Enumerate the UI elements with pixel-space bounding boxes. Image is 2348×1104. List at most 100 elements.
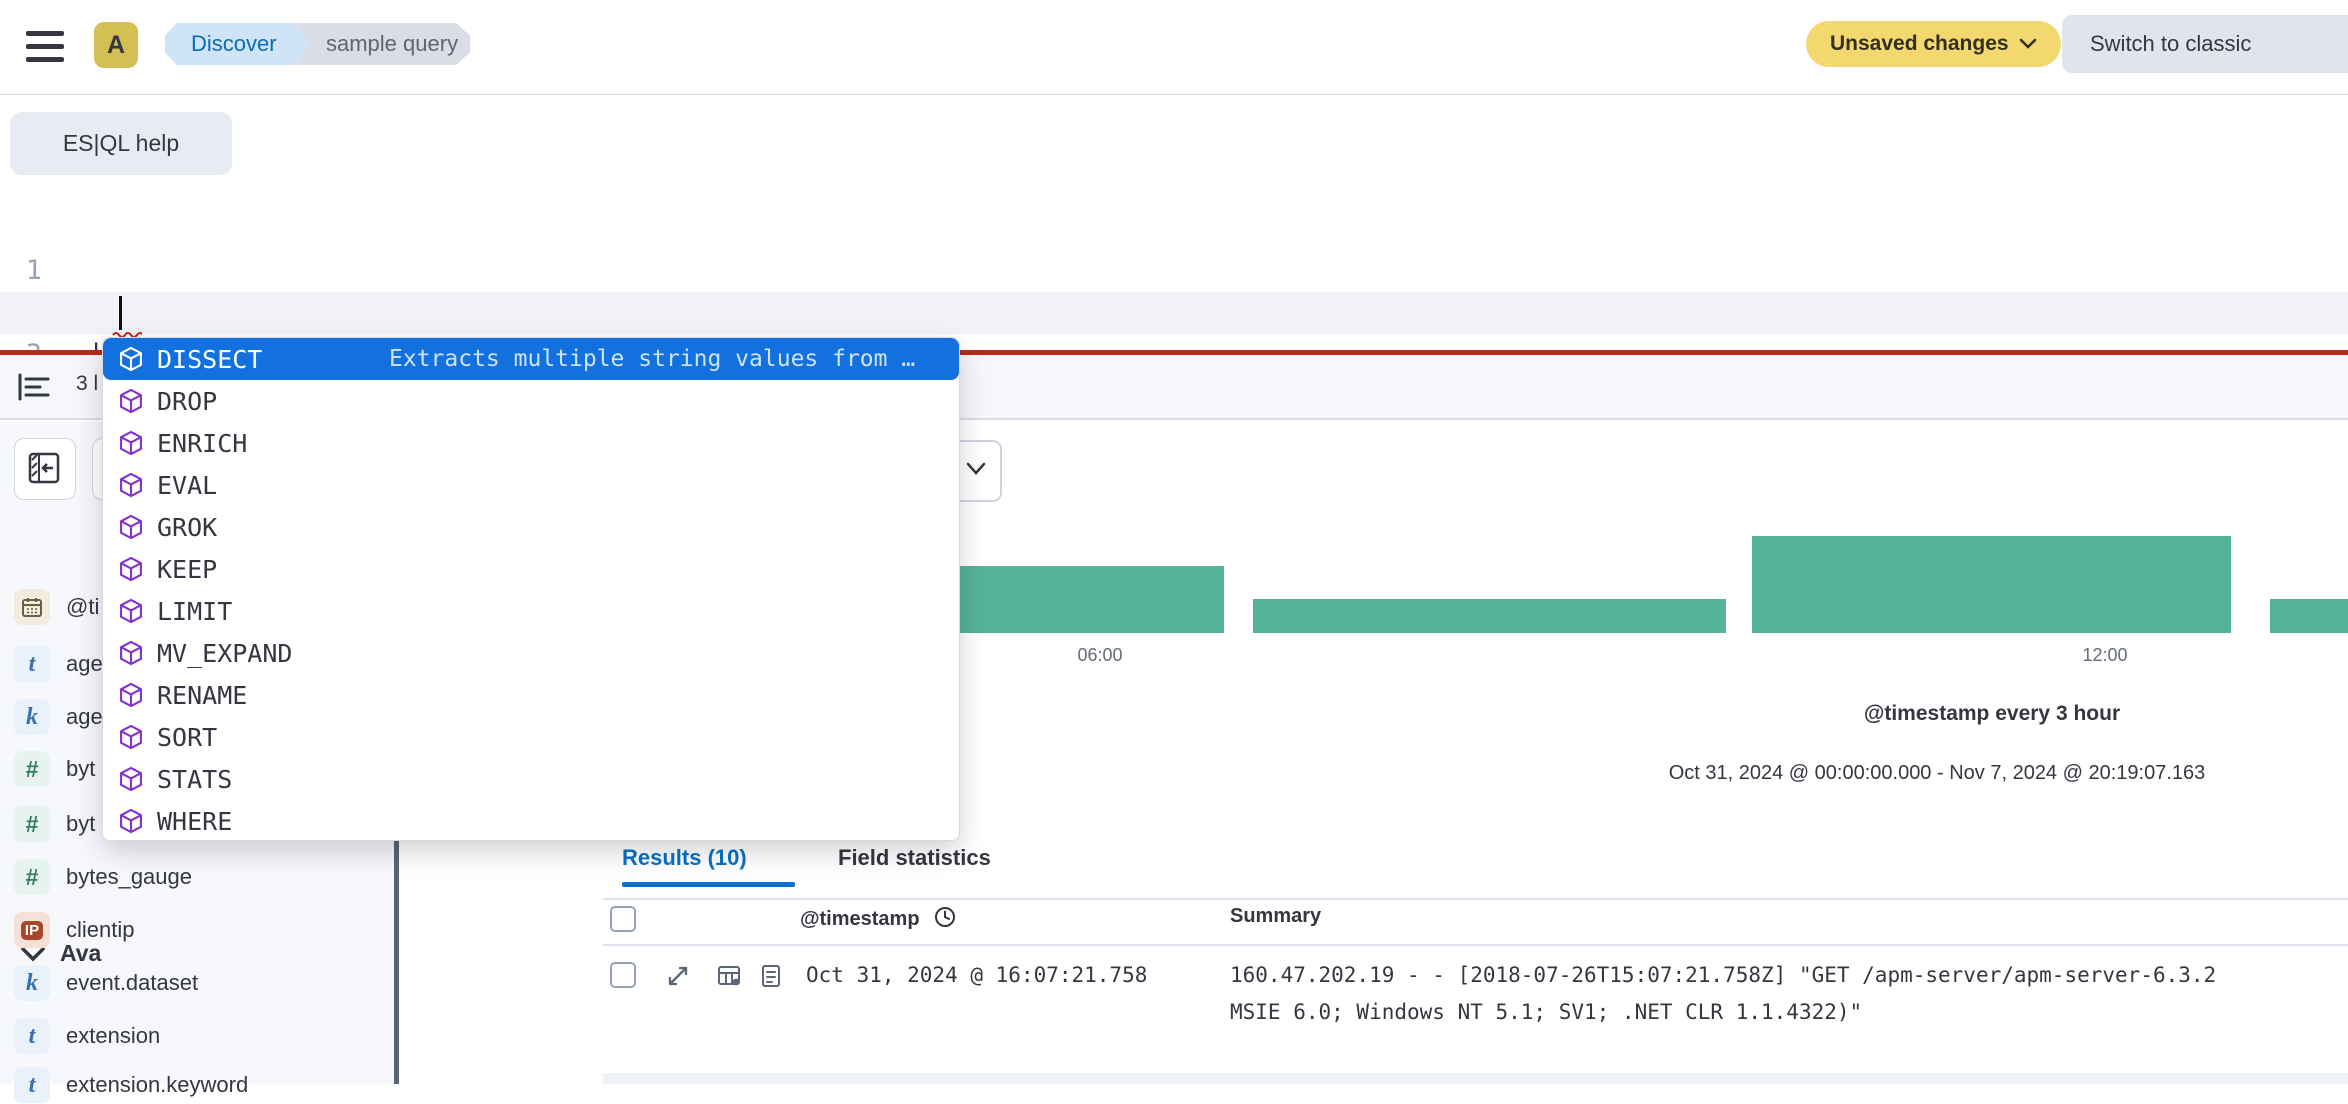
field-name: bytes_gauge	[66, 864, 192, 889]
tab-results[interactable]: Results (10)	[622, 845, 747, 870]
chevron-down-icon	[966, 462, 986, 475]
command-cube-icon	[120, 598, 142, 624]
breadcrumb-current-page: sample query	[288, 23, 470, 65]
histogram-bar[interactable]	[2270, 599, 2348, 633]
autocomplete-item-label: LIMIT	[157, 596, 233, 626]
degraded-doc-icon[interactable]	[715, 962, 743, 990]
switch-to-classic-label: Switch to classic	[2090, 31, 2252, 56]
column-header-summary[interactable]: Summary	[1230, 905, 1322, 927]
field-list-item[interactable]: t extension	[14, 1017, 160, 1055]
field-name: age	[66, 704, 103, 729]
histogram-bar[interactable]	[910, 566, 1224, 633]
autocomplete-item-mv_expand[interactable]: MV_EXPAND	[103, 632, 959, 674]
field-list-item[interactable]: # byt	[14, 805, 95, 843]
command-cube-icon	[120, 682, 142, 708]
autocomplete-item-label: GROK	[157, 512, 218, 542]
field-list-item[interactable]: t extension.keyword	[14, 1066, 248, 1104]
autocomplete-item-label: ENRICH	[157, 428, 248, 458]
menu-hamburger-icon[interactable]	[26, 31, 64, 63]
chevron-down-icon	[2019, 38, 2036, 49]
expand-row-icon[interactable]	[664, 962, 692, 990]
command-cube-icon	[120, 388, 142, 414]
ip-field-icon: IP	[14, 912, 50, 948]
histogram-bar[interactable]	[1752, 536, 2231, 633]
column-header-timestamp[interactable]: @timestamp	[800, 905, 957, 931]
field-list-item[interactable]: k event.dataset	[14, 964, 198, 1002]
field-list-item[interactable]: IP clientip	[14, 911, 134, 949]
autocomplete-item-grok[interactable]: GROK	[103, 506, 959, 548]
field-name: byt	[66, 811, 96, 836]
histogram-time-range: Oct 31, 2024 @ 00:00:00.000 - Nov 7, 202…	[1668, 762, 2206, 784]
command-cube-icon	[120, 472, 142, 498]
histogram-title: @timestamp every 3 hour	[1863, 702, 2121, 725]
calendar-icon	[14, 589, 50, 625]
field-name: byt	[66, 756, 96, 781]
command-cube-icon	[120, 346, 142, 372]
autocomplete-item-label: RENAME	[157, 680, 248, 710]
command-cube-icon	[120, 766, 142, 792]
line-number: 1	[25, 255, 42, 286]
autocomplete-item-label: DROP	[157, 386, 218, 416]
autocomplete-item-where[interactable]: WHERE	[103, 800, 959, 840]
horizontal-scrollbar-track[interactable]	[603, 1073, 2348, 1084]
autocomplete-item-description: Extracts multiple string values from …	[389, 346, 916, 372]
row-checkbox[interactable]	[610, 962, 636, 988]
field-list-item[interactable]: # bytes_gauge	[14, 858, 192, 896]
switch-to-classic-button[interactable]: Switch to classic	[2062, 15, 2348, 73]
editor-line-2[interactable]: 2 | LIMIT 10	[0, 250, 2348, 370]
editor-line-3[interactable]: 3 |	[0, 292, 2348, 412]
field-list-item[interactable]: @ti	[14, 588, 99, 626]
autocomplete-item-enrich[interactable]: ENRICH	[103, 422, 959, 464]
editor-lines-icon[interactable]	[16, 371, 52, 403]
x-axis-label: 06:00	[1077, 645, 1123, 665]
autocomplete-item-rename[interactable]: RENAME	[103, 674, 959, 716]
field-name: extension	[66, 1023, 161, 1048]
cell-summary-line1: 160.47.202.19 - - [2018-07-26T15:07:21.7…	[1230, 963, 2217, 987]
autocomplete-item-keep[interactable]: KEEP	[103, 548, 959, 590]
table-header-top-border	[603, 898, 2348, 900]
active-tab-underline	[622, 882, 795, 887]
field-list-item[interactable]: t age	[14, 645, 103, 683]
select-all-checkbox[interactable]	[610, 906, 636, 932]
autocomplete-item-label: SORT	[157, 722, 218, 752]
autocomplete-item-eval[interactable]: EVAL	[103, 464, 959, 506]
autocomplete-item-stats[interactable]: STATS	[103, 758, 959, 800]
unsaved-changes-button[interactable]: Unsaved changes	[1806, 21, 2061, 67]
cell-summary-line2: MSIE 6.0; Windows NT 5.1; SV1; .NET CLR …	[1230, 1000, 1863, 1024]
cell-timestamp: Oct 31, 2024 @ 16:07:21.758	[806, 963, 1148, 987]
top-navigation-bar: A Discover sample query Unsaved changes …	[0, 0, 2348, 95]
text-field-icon: t	[14, 1067, 50, 1103]
available-fields-label: Ava	[60, 940, 102, 966]
autocomplete-item-label: MV_EXPAND	[157, 638, 293, 668]
autocomplete-item-label: WHERE	[157, 806, 233, 836]
autocomplete-item-label: DISSECT	[157, 344, 263, 374]
tab-field-statistics[interactable]: Field statistics	[838, 845, 991, 870]
autocomplete-item-limit[interactable]: LIMIT	[103, 590, 959, 632]
editor-line-1[interactable]: 1 From kibana_sample_data_logs	[0, 208, 2348, 328]
field-list-item[interactable]: k age	[14, 698, 103, 736]
field-name: extension.keyword	[66, 1072, 249, 1097]
editor-error-border	[0, 350, 2348, 355]
number-field-icon: #	[14, 806, 50, 842]
available-fields-header[interactable]: Ava	[20, 940, 101, 967]
text-field-icon: t	[14, 646, 50, 682]
command-cube-icon	[120, 724, 142, 750]
command-cube-icon	[120, 514, 142, 540]
collapse-sidebar-button[interactable]	[14, 438, 76, 500]
histogram-bar[interactable]	[1253, 599, 1726, 633]
autocomplete-item-sort[interactable]: SORT	[103, 716, 959, 758]
space-avatar[interactable]: A	[94, 22, 138, 68]
command-cube-icon	[120, 556, 142, 582]
unsaved-changes-label: Unsaved changes	[1830, 32, 2009, 55]
esql-help-button[interactable]: ES|QL help	[10, 112, 232, 175]
number-field-icon: #	[14, 751, 50, 787]
field-list-item[interactable]: # byt	[14, 750, 95, 788]
command-cube-icon	[120, 640, 142, 666]
autocomplete-item-dissect[interactable]: DISSECT Extracts multiple string values f…	[103, 338, 959, 380]
breadcrumb-discover[interactable]: Discover	[165, 23, 311, 65]
autocomplete-item-label: EVAL	[157, 470, 218, 500]
autocomplete-item-drop[interactable]: DROP	[103, 380, 959, 422]
autocomplete-dropdown: DISSECT Extracts multiple string values f…	[102, 337, 960, 841]
field-name: @ti	[66, 594, 100, 619]
document-icon[interactable]	[757, 962, 785, 990]
